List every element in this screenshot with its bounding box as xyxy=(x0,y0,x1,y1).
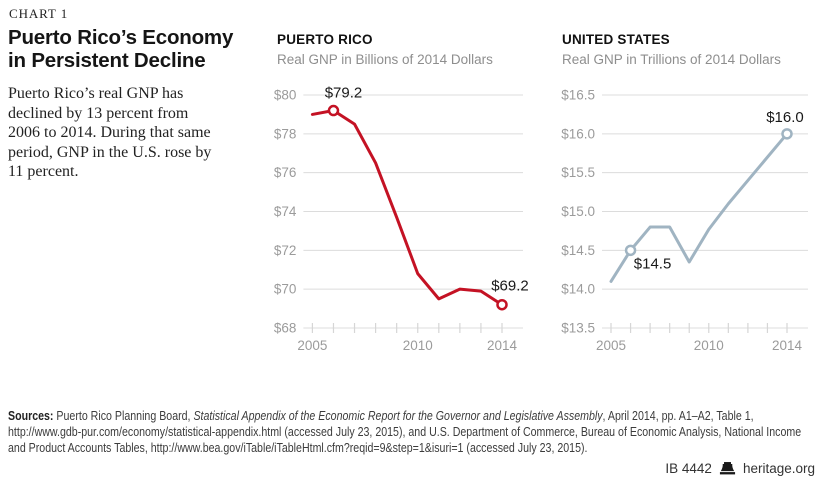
united-states-line-plot: $13.5 $14.0 $14.5 $15.0 $15.5 $16.0 $16.5 2005 2… xyxy=(561,88,808,353)
chart-description: Puerto Rico’s real GNP has declined by 1… xyxy=(8,85,212,180)
report-id: IB 4442 xyxy=(665,461,712,476)
heritage-site-text: heritage.org xyxy=(742,461,815,476)
page-title: Puerto Rico’s Economy in Persistent Decl… xyxy=(8,26,234,72)
x-axis-label: 2010 xyxy=(694,338,724,353)
sources-segment: Statistical Appendix of the Economic Rep… xyxy=(193,409,603,423)
data-point-label: $16.0 xyxy=(766,109,804,126)
y-axis-label: $14.5 xyxy=(561,243,595,258)
x-axis-label: 2014 xyxy=(487,338,518,353)
data-line xyxy=(310,109,504,307)
chart-subtitle-united-states: Real GNP in Trillions of 2014 Dollars xyxy=(562,52,781,67)
y-axis-label: $14.0 xyxy=(561,282,595,297)
x-axis-label: 2005 xyxy=(297,338,327,353)
y-axis-label: $16.5 xyxy=(561,88,595,103)
data-point-label: $14.5 xyxy=(634,255,672,272)
y-axis-label: $68 xyxy=(274,321,297,336)
y-axis-label: $76 xyxy=(274,165,297,180)
y-axis-label: $70 xyxy=(274,282,297,297)
sources-segment: , April 2014, pp. A1–A2, Table 1, http:/… xyxy=(8,409,802,456)
data-point-marker xyxy=(496,298,508,311)
footer: IB 4442 heritage.org xyxy=(665,461,815,476)
data-line xyxy=(609,132,789,283)
x-axis-label: 2005 xyxy=(596,338,626,353)
data-point-marker xyxy=(781,128,793,140)
y-axis-label: $74 xyxy=(274,204,297,219)
x-axis-label: 2010 xyxy=(403,338,433,353)
chart-title-puerto-rico: PUERTO RICO xyxy=(277,32,373,47)
sources-text: Sources: Puerto Rico Planning Board, Sta… xyxy=(8,408,821,457)
y-axis-label: $72 xyxy=(274,243,297,258)
sources-label: Sources: xyxy=(8,409,54,423)
chart-title-united-states: UNITED STATES xyxy=(562,32,670,47)
united-states-chart: UNITED STATES Real GNP in Trillions of 2… xyxy=(561,32,817,382)
liberty-bell-icon xyxy=(719,461,736,476)
sources-body: Puerto Rico Planning Board, Statistical … xyxy=(8,409,801,455)
sources-segment: Puerto Rico Planning Board, xyxy=(53,409,194,423)
data-point-label: $69.2 xyxy=(491,278,529,295)
data-point-label: $79.2 xyxy=(325,85,363,102)
y-axis-label: $78 xyxy=(274,126,297,141)
puerto-rico-chart: PUERTO RICO Real GNP in Billions of 2014… xyxy=(274,32,532,382)
y-axis-label: $15.5 xyxy=(561,165,595,180)
y-axis-label: $13.5 xyxy=(561,321,595,336)
data-point-marker xyxy=(327,104,340,117)
puerto-rico-line-plot: $68 $70 $72 $74 $76 $78 $80 2005 2010 2014 $79.2 $6… xyxy=(274,85,529,353)
chart-subtitle-puerto-rico: Real GNP in Billions of 2014 Dollars xyxy=(277,52,493,67)
y-axis-label: $80 xyxy=(274,88,297,103)
x-axis-label: 2014 xyxy=(772,338,803,353)
y-axis-label: $16.0 xyxy=(561,126,595,141)
data-point-marker xyxy=(624,244,637,257)
y-axis-label: $15.0 xyxy=(561,204,595,219)
chart-kicker: CHART 1 xyxy=(9,6,69,21)
